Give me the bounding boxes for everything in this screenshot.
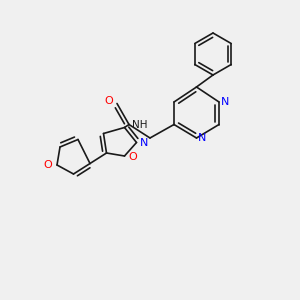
Text: O: O bbox=[44, 160, 52, 170]
Text: O: O bbox=[105, 96, 113, 106]
Text: NH: NH bbox=[132, 120, 147, 130]
Text: N: N bbox=[140, 137, 148, 148]
Text: N: N bbox=[220, 97, 229, 107]
Text: N: N bbox=[198, 133, 206, 143]
Text: O: O bbox=[128, 152, 137, 163]
